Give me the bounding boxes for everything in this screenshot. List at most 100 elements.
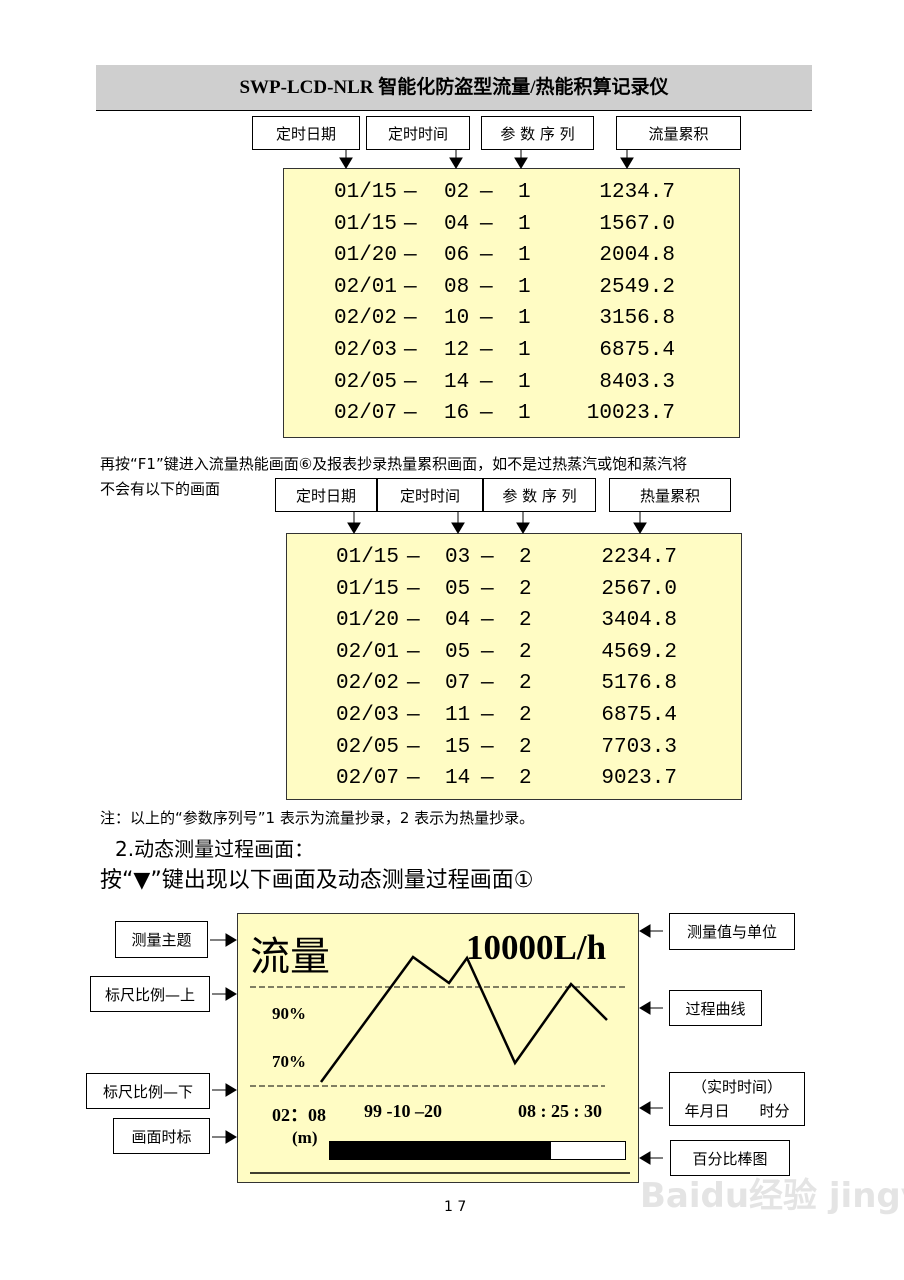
row-time: 05: [445, 577, 471, 601]
header-box-heat-total: 热量累积: [609, 478, 731, 512]
label-realtime: （实时时间） 年月日 时分: [669, 1072, 805, 1126]
row-dash: —: [404, 370, 417, 394]
row-time: 12: [444, 339, 470, 362]
row-param: 1: [518, 307, 531, 331]
row-time: 11: [445, 704, 471, 727]
row-value: 1567.0: [599, 212, 675, 236]
arrow-head: [449, 157, 463, 169]
row-time: 16: [444, 402, 470, 426]
lcd-value: 10000L/h: [466, 928, 607, 967]
row-dash: —: [481, 704, 494, 727]
arrow-head: [225, 933, 237, 947]
time-unit: (m): [292, 1128, 318, 1147]
row-value: 2549.2: [599, 275, 675, 299]
arrow-head: [620, 157, 634, 169]
row-param: 1: [518, 275, 531, 299]
row-dash: —: [404, 212, 417, 236]
row-date: 01/15: [336, 577, 400, 601]
header-box-time: 定时时间: [366, 116, 470, 150]
row-dash: —: [404, 275, 417, 299]
row-param: 2: [519, 640, 532, 664]
row-dash: —: [404, 244, 417, 268]
row-dash: —: [480, 181, 493, 204]
row-time: 05: [445, 640, 471, 664]
row-date: 02/01: [334, 275, 398, 299]
arrow-head: [516, 522, 530, 534]
row-time: 15: [445, 735, 471, 759]
row-param: 1: [518, 212, 531, 236]
row-date: 01/15: [334, 212, 398, 236]
row-dash: —: [407, 546, 420, 569]
row-param: 1: [518, 339, 531, 362]
row-param: 2: [519, 672, 532, 696]
row-value: 6875.4: [599, 339, 675, 362]
row-time: 08: [444, 275, 470, 299]
percent-bar: [329, 1141, 626, 1160]
row-time: 14: [444, 370, 470, 394]
row-param: 2: [519, 577, 532, 601]
header-box-time: 定时时间: [377, 478, 483, 512]
row-date: 02/02: [336, 672, 400, 696]
row-dash: —: [407, 672, 420, 696]
row-dash: —: [480, 244, 493, 268]
row-time: 10: [444, 307, 470, 331]
row-param: 2: [519, 546, 532, 569]
instruction: 按“▼”键出现以下画面及动态测量过程画面①: [100, 868, 534, 893]
row-value: 3404.8: [601, 609, 677, 633]
row-dash: —: [480, 339, 493, 362]
row-date: 01/20: [336, 609, 400, 633]
row-param: 1: [518, 370, 531, 394]
row-value: 3156.8: [599, 307, 675, 331]
label-realtime-line: （实时时间）: [691, 1078, 782, 1096]
row-time: 06: [444, 244, 470, 268]
row-dash: —: [481, 767, 494, 791]
row-dash: —: [480, 370, 493, 394]
row-date: 02/03: [336, 704, 400, 727]
row-date: 02/07: [334, 402, 398, 426]
label-curve: 过程曲线: [669, 990, 762, 1026]
row-dash: —: [481, 577, 494, 601]
paragraph-line: 再按“F1”键进入流量热能画面⑥及报表抄录热量累积画面，如不是过热蒸汽或饱和蒸汽…: [100, 455, 688, 473]
page-number: 1 7: [444, 1199, 467, 1215]
label-time-mark: 画面时标: [113, 1118, 210, 1154]
lcd-date: 99 -10 –20: [364, 1101, 442, 1121]
row-param: 1: [518, 181, 531, 204]
row-date: 02/03: [334, 339, 398, 362]
scale-lower: 70%: [272, 1052, 306, 1071]
row-param: 1: [518, 402, 531, 426]
section-title: 2.动态测量过程画面：: [115, 837, 315, 861]
header-box-date: 定时日期: [275, 478, 377, 512]
row-dash: —: [404, 181, 417, 204]
label-realtime-line: 年月日 时分: [684, 1102, 790, 1120]
page-header: SWP-LCD-NLR 智能化防盗型流量/热能积算记录仪: [96, 65, 812, 111]
arrow-head: [514, 157, 528, 169]
lcd-dynamic-screen: [237, 913, 639, 1183]
row-time: 04: [444, 212, 470, 236]
row-value: 1234.7: [599, 181, 675, 204]
row-value: 6875.4: [601, 704, 677, 727]
label-scale-upper: 标尺比例—上: [90, 976, 210, 1012]
label-value-unit: 测量值与单位: [669, 913, 795, 950]
row-date: 02/05: [334, 370, 398, 394]
lcd-table-heat: 01/15 — 03 — 2 2234.7 01/15 — 05 — 2 2567.0 01/20 — 04…: [286, 533, 742, 800]
header-box-date: 定时日期: [252, 116, 360, 150]
time-mark: 02：08: [272, 1105, 326, 1125]
row-value: 2234.7: [601, 546, 677, 569]
row-time: 04: [445, 609, 471, 633]
row-date: 02/02: [334, 307, 398, 331]
row-date: 01/20: [334, 244, 398, 268]
row-dash: —: [407, 704, 420, 727]
label-bar: 百分比棒图: [670, 1140, 790, 1176]
row-time: 02: [444, 181, 470, 204]
row-dash: —: [480, 275, 493, 299]
arrow-head: [639, 924, 651, 938]
row-dash: —: [404, 307, 417, 331]
lcd-table-flow: 01/15—02—1 1234.7 01/15—04—1 1567.0 01/20—06…: [283, 168, 740, 438]
lcd-time: 08 : 25 : 30: [518, 1101, 602, 1121]
row-value: 4569.2: [601, 640, 677, 664]
row-date: 01/15: [334, 181, 398, 204]
arrow-head: [639, 1001, 651, 1015]
row-param: 2: [519, 704, 532, 727]
row-dash: —: [480, 307, 493, 331]
